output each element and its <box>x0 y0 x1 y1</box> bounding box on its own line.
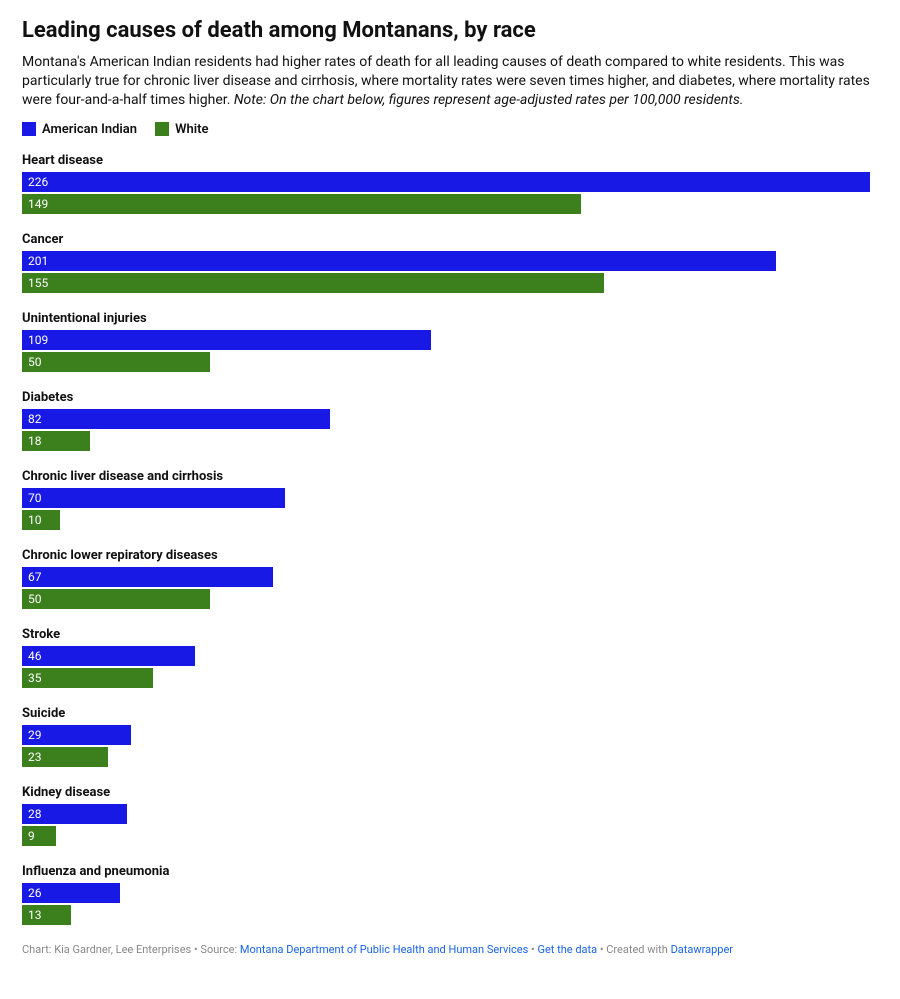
footer-datawrapper-link[interactable]: Datawrapper <box>671 943 733 956</box>
bar-row: 149 <box>22 194 878 214</box>
legend-swatch-2 <box>155 122 169 136</box>
bar-series-2: 155 <box>22 273 604 293</box>
bar-series-2: 149 <box>22 194 581 214</box>
bar-chart: Heart disease 226149 Cancer 201155 Unintenti… <box>22 153 878 925</box>
bar-row: 50 <box>22 589 878 609</box>
category-label: Suicide <box>22 706 878 721</box>
bar-row: 18 <box>22 431 878 451</box>
bar-series-2: 35 <box>22 668 153 688</box>
chart-group: Influenza and pneumonia 2613 <box>22 864 878 925</box>
bar-row: 70 <box>22 488 878 508</box>
chart-description: Montana's American Indian residents had … <box>22 53 878 110</box>
chart-group: Kidney disease 289 <box>22 785 878 846</box>
legend-item-american-indian: American Indian <box>22 122 137 137</box>
bar-row: 50 <box>22 352 878 372</box>
chart-group: Suicide 2923 <box>22 706 878 767</box>
category-label: Cancer <box>22 232 878 247</box>
bar-row: 26 <box>22 883 878 903</box>
bar-row: 23 <box>22 747 878 767</box>
bar-row: 28 <box>22 804 878 824</box>
chart-footer: Chart: Kia Gardner, Lee Enterprises • So… <box>22 943 878 956</box>
category-label: Kidney disease <box>22 785 878 800</box>
bar-series-2: 18 <box>22 431 90 451</box>
bar-row: 109 <box>22 330 878 350</box>
bar-series-1: 28 <box>22 804 127 824</box>
footer-chart-by: Kia Gardner, Lee Enterprises <box>54 943 191 956</box>
bar-series-1: 29 <box>22 725 131 745</box>
bar-row: 10 <box>22 510 878 530</box>
category-label: Chronic liver disease and cirrhosis <box>22 469 878 484</box>
bar-series-1: 46 <box>22 646 195 666</box>
bar-row: 13 <box>22 905 878 925</box>
footer-get-data-link[interactable]: Get the data <box>537 943 597 956</box>
category-label: Chronic lower repiratory diseases <box>22 548 878 563</box>
bar-series-1: 70 <box>22 488 285 508</box>
chart-group: Stroke 4635 <box>22 627 878 688</box>
bar-row: 67 <box>22 567 878 587</box>
legend-label-1: American Indian <box>42 122 137 137</box>
legend-swatch-1 <box>22 122 36 136</box>
bar-series-1: 82 <box>22 409 330 429</box>
bar-series-2: 23 <box>22 747 108 767</box>
category-label: Diabetes <box>22 390 878 405</box>
chart-group: Chronic liver disease and cirrhosis 7010 <box>22 469 878 530</box>
category-label: Influenza and pneumonia <box>22 864 878 879</box>
bar-series-1: 67 <box>22 567 273 587</box>
description-note: Note: On the chart below, figures repres… <box>234 92 744 108</box>
chart-title: Leading causes of death among Montanans,… <box>22 18 878 43</box>
footer-created-label: Created with <box>606 943 670 956</box>
footer-chart-by-label: Chart: <box>22 943 54 956</box>
legend-label-2: White <box>175 122 208 137</box>
bar-series-2: 50 <box>22 589 210 609</box>
bar-row: 9 <box>22 826 878 846</box>
bar-series-1: 226 <box>22 172 870 192</box>
chart-group: Unintentional injuries 10950 <box>22 311 878 372</box>
chart-group: Cancer 201155 <box>22 232 878 293</box>
bar-row: 201 <box>22 251 878 271</box>
footer-source-link[interactable]: Montana Department of Public Health and … <box>240 943 528 956</box>
bar-series-2: 9 <box>22 826 56 846</box>
chart-group: Diabetes 8218 <box>22 390 878 451</box>
bar-series-1: 26 <box>22 883 120 903</box>
bar-series-2: 50 <box>22 352 210 372</box>
legend-item-white: White <box>155 122 208 137</box>
bar-row: 35 <box>22 668 878 688</box>
chart-group: Chronic lower repiratory diseases 6750 <box>22 548 878 609</box>
bar-row: 155 <box>22 273 878 293</box>
chart-group: Heart disease 226149 <box>22 153 878 214</box>
footer-source-label: Source: <box>200 943 239 956</box>
category-label: Unintentional injuries <box>22 311 878 326</box>
bar-series-1: 109 <box>22 330 431 350</box>
legend: American Indian White <box>22 122 878 137</box>
category-label: Stroke <box>22 627 878 642</box>
bar-row: 226 <box>22 172 878 192</box>
bar-row: 82 <box>22 409 878 429</box>
bar-row: 46 <box>22 646 878 666</box>
bar-series-2: 10 <box>22 510 60 530</box>
footer-sep-3: • <box>597 943 606 956</box>
bar-series-1: 201 <box>22 251 776 271</box>
bar-row: 29 <box>22 725 878 745</box>
bar-series-2: 13 <box>22 905 71 925</box>
category-label: Heart disease <box>22 153 878 168</box>
